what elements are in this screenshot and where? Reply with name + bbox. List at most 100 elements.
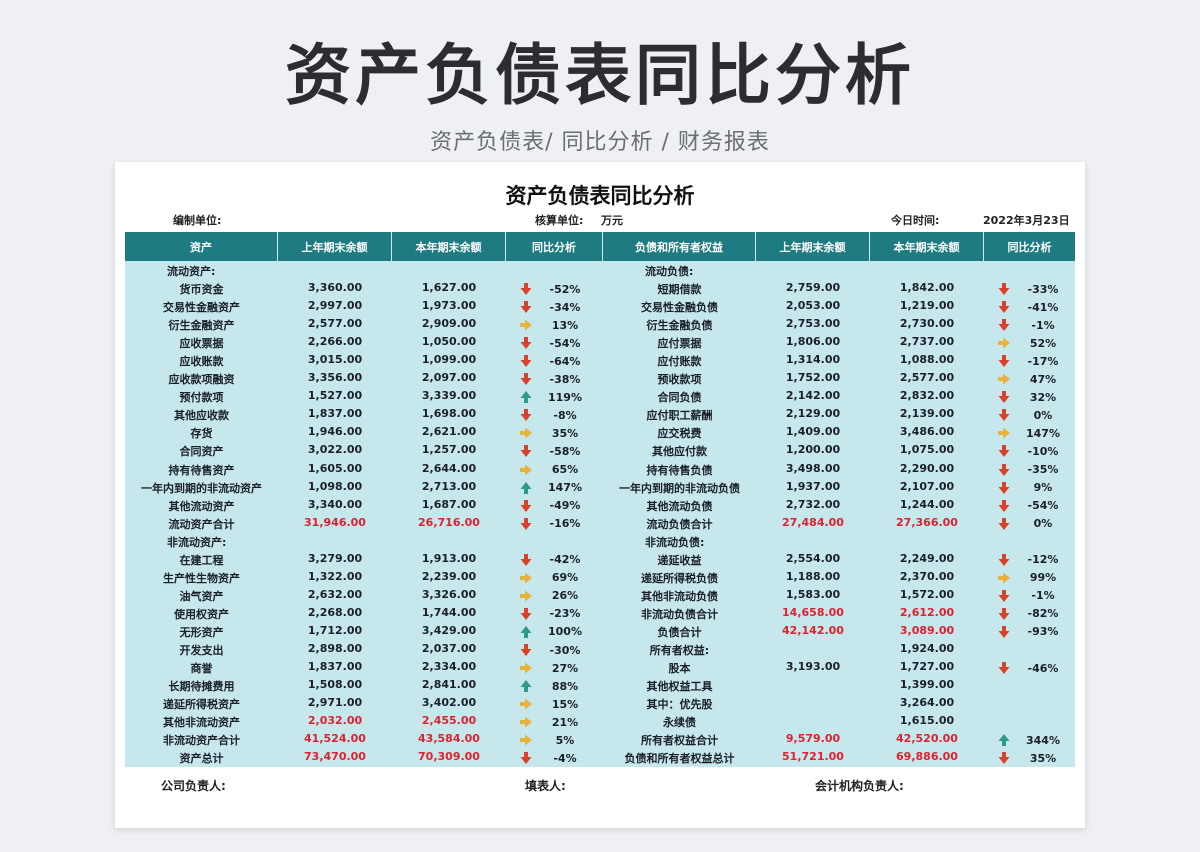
yoy-percent: 0% <box>1033 408 1053 422</box>
yoy-indicator: -4% <box>506 750 603 766</box>
prev-balance: 1,314.00 <box>785 353 841 367</box>
prev-balance: 2,129.00 <box>785 407 841 421</box>
row-label: 预收款项 <box>657 373 702 387</box>
yoy-indicator: -1% <box>984 317 1081 333</box>
table-row: 长期待摊费用 1,508.00 2,841.00 88% 其他权益工具 1,399.00 <box>125 677 1075 695</box>
yoy-indicator: -10% <box>984 443 1081 459</box>
row-label: 应交税费 <box>657 427 702 441</box>
liabilities-side: 交易性金融负债 2,053.00 1,219.00 -41% <box>603 299 1081 315</box>
curr-balance: 1,687.00 <box>421 497 477 511</box>
prev-balance: 42,142.00 <box>782 623 844 637</box>
table-row: 合同资产 3,022.00 1,257.00 -58% 其他应付款 1,200.00 1,0… <box>125 442 1075 460</box>
arrow-down-icon <box>512 517 540 530</box>
yoy-percent: 35% <box>551 426 579 440</box>
curr-balance: 2,334.00 <box>421 660 477 674</box>
arrow-down-icon <box>512 355 540 368</box>
curr-balance: 3,264.00 <box>899 696 955 710</box>
row-label: 应付票据 <box>657 337 702 351</box>
arrow-right-icon <box>990 373 1018 385</box>
prev-balance: 3,356.00 <box>307 371 363 385</box>
table-row: 无形资产 1,712.00 3,429.00 100% 负债合计 42,142.00 3,0… <box>125 623 1075 641</box>
prev-balance: 1,527.00 <box>307 389 363 403</box>
row-label: 其他非流动负债 <box>641 589 718 603</box>
prev-balance: 2,632.00 <box>307 587 363 601</box>
row-label: 其他流动负债 <box>646 499 713 513</box>
arrow-down-icon <box>990 409 1018 422</box>
yoy-percent: -49% <box>549 499 581 513</box>
assets-side: 其他应收款 1,837.00 1,698.00 -8% <box>125 407 603 423</box>
row-label: 所有者权益合计 <box>641 734 718 748</box>
prev-balance: 1,806.00 <box>785 335 841 349</box>
arrow-down-icon <box>990 589 1018 602</box>
table-row: 存货 1,946.00 2,621.00 35% 应交税费 1,409.00 3,486.0… <box>125 424 1075 442</box>
yoy-indicator <box>984 714 1081 730</box>
yoy-indicator: 69% <box>506 570 603 586</box>
table-row: 非流动资产: 非流动负债: <box>125 533 1075 551</box>
header-assets: 资产 <box>125 232 278 261</box>
arrow-down-icon <box>512 337 540 350</box>
table-row: 流动资产合计 31,946.00 26,716.00 -16% 流动负债合计 27,484… <box>125 515 1075 533</box>
arrow-right-icon <box>512 319 540 331</box>
table-row: 生产性生物资产 1,322.00 2,239.00 69% 递延所得税负债 1,188.0… <box>125 569 1075 587</box>
curr-balance: 2,909.00 <box>421 317 477 331</box>
curr-balance: 2,107.00 <box>899 479 955 493</box>
yoy-percent: 344% <box>1026 733 1060 747</box>
arrow-down-icon <box>990 445 1018 458</box>
curr-balance: 1,050.00 <box>421 335 477 349</box>
arrow-up-icon <box>512 481 540 494</box>
row-label: 生产性生物资产 <box>163 571 240 585</box>
liabilities-side: 其他非流动负债 1,583.00 1,572.00 -1% <box>603 588 1081 604</box>
yoy-percent: -42% <box>549 553 581 567</box>
yoy-percent: 99% <box>1029 571 1057 585</box>
row-label: 合同负债 <box>657 391 702 405</box>
yoy-indicator: 21% <box>506 714 603 730</box>
prev-balance: 1,837.00 <box>307 407 363 421</box>
yoy-indicator: -12% <box>984 552 1081 568</box>
yoy-percent: -54% <box>549 336 581 350</box>
yoy-indicator: -17% <box>984 353 1081 369</box>
curr-balance: 2,037.00 <box>421 642 477 655</box>
yoy-indicator: -16% <box>506 516 603 532</box>
yoy-percent: -8% <box>553 408 577 422</box>
prev-balance: 41,524.00 <box>304 732 366 746</box>
table-row: 应收票据 2,266.00 1,050.00 -54% 应付票据 1,806.00 2,73… <box>125 334 1075 352</box>
liabilities-side: 应付职工薪酬 2,129.00 2,139.00 0% <box>603 407 1081 423</box>
prev-balance: 2,997.00 <box>307 299 363 313</box>
row-label: 其他应付款 <box>652 445 707 459</box>
yoy-percent: 21% <box>551 715 579 729</box>
prev-balance: 2,142.00 <box>785 389 841 403</box>
row-label: 非流动资产: <box>167 535 227 549</box>
yoy-indicator: -34% <box>506 299 603 315</box>
yoy-percent: -41% <box>1027 300 1059 314</box>
row-label: 应收账款 <box>179 355 224 369</box>
hero-title: 资产负债表同比分析 <box>285 37 915 114</box>
prev-balance: 3,498.00 <box>785 461 841 475</box>
liabilities-side: 其他流动负债 2,732.00 1,244.00 -54% <box>603 498 1081 514</box>
curr-balance: 2,713.00 <box>421 479 477 493</box>
arrow-down-icon <box>990 517 1018 530</box>
yoy-indicator: 0% <box>984 516 1081 532</box>
yoy-percent: 9% <box>1033 481 1053 495</box>
header-curr-balance: 本年期末余额 <box>870 232 984 261</box>
assets-side: 衍生金融资产 2,577.00 2,909.00 13% <box>125 317 603 333</box>
curr-balance: 3,326.00 <box>421 587 477 601</box>
liabilities-side: 衍生金融负债 2,753.00 2,730.00 -1% <box>603 317 1081 333</box>
curr-balance: 2,239.00 <box>421 569 477 583</box>
arrow-up-icon <box>512 625 540 638</box>
header-yoy: 同比分析 <box>1007 240 1052 254</box>
table-row: 开发支出 2,898.00 2,037.00 -30% 所有者权益: 1,924.00 <box>125 641 1075 659</box>
prev-balance: 2,266.00 <box>307 335 363 349</box>
row-label: 应收款项融资 <box>168 373 235 387</box>
prev-balance: 1,583.00 <box>785 587 841 601</box>
date-value: 2022年3月23日 <box>983 214 1070 227</box>
yoy-indicator: -82% <box>984 606 1081 622</box>
yoy-indicator: -42% <box>506 552 603 568</box>
table-row: 其他非流动资产 2,032.00 2,455.00 21% 永续债 1,615.00 <box>125 713 1075 731</box>
yoy-indicator: -58% <box>506 443 603 459</box>
arrow-down-icon <box>990 481 1018 494</box>
header-prev-balance: 上年期末余额 <box>278 232 392 261</box>
curr-balance: 3,339.00 <box>421 389 477 403</box>
row-label: 所有者权益: <box>649 644 710 657</box>
assets-side: 非流动资产: <box>125 534 603 550</box>
row-label: 流动负债: <box>645 265 694 279</box>
